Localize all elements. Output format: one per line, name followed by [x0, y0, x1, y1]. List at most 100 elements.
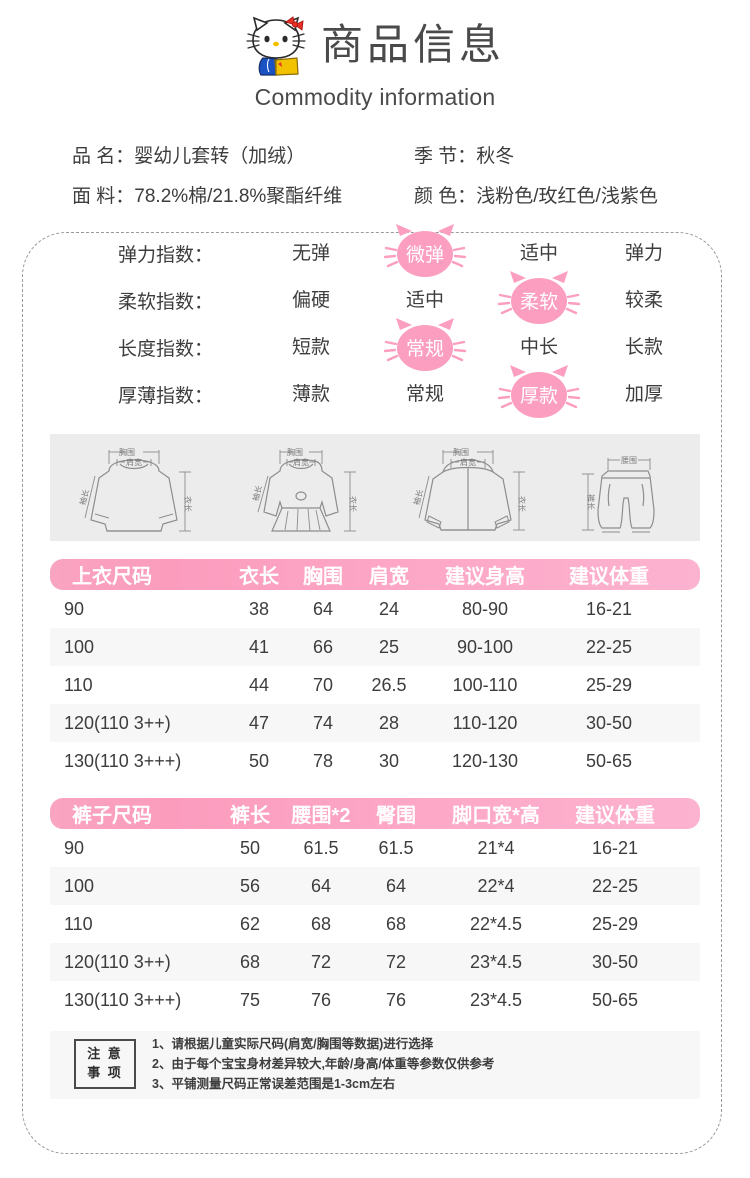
table-row: 110 44 70 26.5 100-110 25-29	[50, 666, 700, 704]
season-label: 季 节：	[414, 146, 477, 167]
index-option[interactable]: 适中	[405, 290, 444, 311]
title-row: 商品信息	[0, 12, 750, 78]
fabric-label: 面 料：	[72, 186, 135, 207]
column-header: 胸围	[303, 566, 343, 588]
table-cell: 22-25	[591, 875, 639, 896]
table-row: 100 56 64 64 22*4 22-25	[50, 867, 700, 905]
table-cell: 30-50	[591, 951, 639, 972]
table-row: 100 41 66 25 90-100 22-25	[50, 628, 700, 666]
table-cell: 64	[385, 875, 407, 896]
table-cell: 30-50	[585, 712, 633, 733]
table-cell: 90	[64, 837, 85, 858]
table-cell: 100	[64, 875, 95, 896]
table-cell: 90	[64, 598, 85, 619]
index-option[interactable]: 薄款	[291, 384, 330, 405]
table-cell: 25-29	[591, 913, 639, 934]
cat-highlight-badge: 厚款	[496, 363, 582, 427]
table-cell: 130(110 3+++)	[64, 989, 182, 1010]
sweatshirt-diagram: 胸围 肩宽 衣长 袖长	[65, 438, 203, 538]
table-row: 90 38 64 24 80-90 16-21	[50, 590, 700, 628]
index-option-selected[interactable]: 常规	[368, 317, 482, 371]
column-header: 衣长	[239, 566, 279, 588]
index-table: 弹力指数： 无弹 微弹 适中 弹力 柔软指数： 偏硬 适中 柔软 较柔 长度指数： 短款 常规 中长 长款厚…	[0, 223, 750, 418]
index-option[interactable]: 弹力	[624, 243, 663, 264]
table-row: 130(110 3+++) 75 76 76 23*4.5 50-65	[50, 981, 700, 1019]
index-option-selected[interactable]: 微弹	[368, 223, 482, 277]
page-subtitle: Commodity information	[254, 84, 496, 110]
notes-badge-line2: 事 项	[87, 1065, 123, 1080]
jacket-diagram: 胸围 肩宽 衣长 袖长	[399, 438, 537, 538]
table-cell: 80-90	[461, 598, 509, 619]
column-header: 裤长	[230, 805, 270, 827]
column-header: 建议体重	[575, 805, 655, 827]
cat-badge-label: 常规	[405, 339, 444, 360]
note-item: 2、由于每个宝宝身材差异较大,年龄/身高/体重等参数仅供参考	[152, 1056, 495, 1071]
svg-text:衣长: 衣长	[517, 496, 527, 512]
svg-text:裤长: 裤长	[586, 494, 596, 510]
index-option[interactable]: 常规	[405, 384, 444, 405]
dress-diagram: 胸围 肩宽 衣长 袖长	[232, 438, 370, 538]
garment-diagram-band: 胸围 肩宽 衣长 袖长	[50, 434, 700, 541]
svg-text:衣长: 衣长	[348, 496, 358, 512]
index-option[interactable]: 长款	[624, 337, 663, 358]
table-cell: 68	[310, 913, 332, 934]
basic-info: 品 名： 婴幼儿套转（加绒） 季 节： 秋冬 面 料： 78.2%棉/21.8%…	[0, 141, 750, 208]
table-header-row: 裤子尺码 裤长 腰围*2 臀围 脚口宽*高 建议体重	[50, 798, 700, 829]
table-cell: 72	[385, 951, 407, 972]
table-cell: 50	[248, 750, 270, 771]
table-cell: 61.5	[378, 837, 414, 858]
index-option-selected[interactable]: 厚款	[482, 364, 596, 418]
table-cell: 21*4	[477, 837, 515, 858]
product-name-label: 品 名：	[72, 146, 135, 167]
index-option[interactable]: 无弹	[291, 243, 330, 264]
notes-badge: 注 意 事 项	[74, 1039, 136, 1089]
svg-text:袖长: 袖长	[411, 488, 425, 506]
table-cell: 30	[378, 750, 400, 771]
table-cell: 38	[248, 598, 270, 619]
table-cell: 24	[378, 598, 400, 619]
table-cell: 75	[239, 989, 261, 1010]
table-cell: 23*4.5	[469, 989, 523, 1010]
table-cell: 100	[64, 636, 95, 657]
table-cell: 23*4.5	[469, 951, 523, 972]
cat-highlight-badge: 微弹	[382, 222, 468, 286]
page-header: 商品信息 Commodity information	[0, 0, 750, 111]
table-cell: 22-25	[585, 636, 633, 657]
table-cell: 76	[385, 989, 407, 1010]
season-value: 秋冬	[476, 146, 515, 167]
table-cell: 74	[312, 712, 334, 733]
table-cell: 64	[310, 875, 332, 896]
index-option[interactable]: 短款	[291, 337, 330, 358]
info-line-2: 面 料： 78.2%棉/21.8%聚酯纤维 颜 色： 浅粉色/玫红色/浅紫色	[72, 181, 750, 208]
index-option[interactable]: 中长	[519, 337, 558, 358]
index-option-selected[interactable]: 柔软	[482, 270, 596, 324]
table-row: 120(110 3++) 68 72 72 23*4.5 30-50	[50, 943, 700, 981]
svg-text:腰围: 腰围	[621, 456, 637, 465]
index-option[interactable]: 偏硬	[291, 290, 330, 311]
index-row: 长度指数： 短款 常规 中长 长款	[118, 317, 706, 371]
column-header: 脚口宽*高	[452, 805, 540, 827]
cat-highlight-badge: 柔软	[496, 269, 582, 333]
color-label: 颜 色：	[414, 186, 477, 207]
index-option[interactable]: 适中	[519, 243, 558, 264]
cat-highlight-badge: 常规	[382, 316, 468, 380]
index-option[interactable]: 较柔	[624, 290, 663, 311]
table-cell: 100-110	[452, 674, 518, 695]
table-cell: 44	[248, 674, 270, 695]
table-cell: 110-120	[452, 712, 518, 733]
table-cell: 61.5	[303, 837, 339, 858]
index-option[interactable]: 加厚	[624, 384, 663, 405]
column-header: 上衣尺码	[72, 566, 152, 588]
index-row: 弹力指数： 无弹 微弹 适中 弹力	[118, 223, 706, 277]
table-cell: 68	[385, 913, 407, 934]
product-name-value: 婴幼儿套转（加绒）	[134, 146, 306, 167]
table-cell: 78	[312, 750, 334, 771]
table-cell: 26.5	[371, 674, 407, 695]
table-cell: 41	[248, 636, 270, 657]
svg-text:肩宽: 肩宽	[126, 457, 142, 467]
cat-badge-label: 微弹	[405, 245, 444, 266]
svg-text:肩宽: 肩宽	[293, 457, 309, 467]
table-cell: 130(110 3+++)	[64, 750, 182, 771]
table-cell: 16-21	[585, 598, 633, 619]
table-cell: 62	[239, 913, 261, 934]
